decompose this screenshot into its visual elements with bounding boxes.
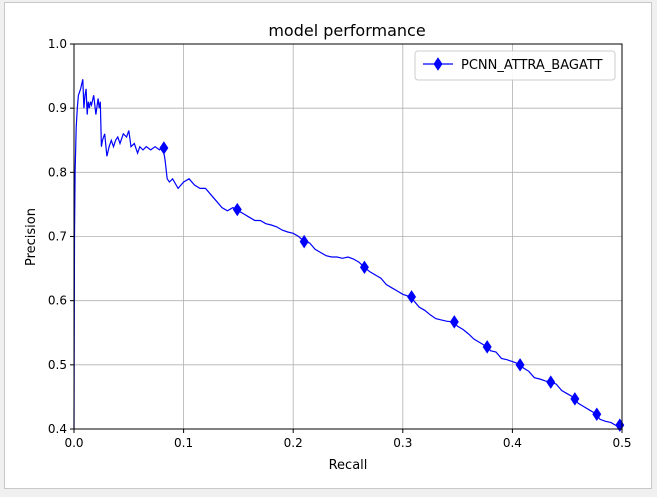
diamond-marker <box>592 407 602 421</box>
legend-diamond-marker <box>433 57 443 71</box>
diamond-marker <box>232 202 242 217</box>
chart-title: model performance <box>268 21 425 40</box>
diamond-marker <box>299 234 309 249</box>
diamond-marker <box>515 358 525 372</box>
y-tick-label: 0.4 <box>48 422 67 436</box>
x-tick-label: 0.2 <box>284 436 303 450</box>
x-tick-label: 0.3 <box>393 436 412 450</box>
x-tick-label: 0.5 <box>612 436 631 450</box>
diamond-marker <box>546 375 556 389</box>
diamond-marker <box>407 290 417 304</box>
series-layer <box>73 79 625 432</box>
legend-series-label: PCNN_ATTRA_BAGATT <box>461 58 603 73</box>
diamond-marker <box>570 392 580 406</box>
series-line <box>73 79 623 430</box>
x-tick-label: 0.4 <box>503 436 522 450</box>
pr-curve-chart: model performance 0.0 0.1 0.2 0.3 0.4 0.5 0.4… <box>24 21 632 473</box>
y-axis-label: Precision <box>24 208 39 266</box>
y-tick-label: 0.7 <box>48 230 67 244</box>
grid-lines <box>73 43 623 430</box>
figure-window: model performance 0.0 0.1 0.2 0.3 0.4 0.5 0.4… <box>4 2 652 489</box>
x-tick-label: 0.0 <box>64 436 83 450</box>
y-tick-label: 0.8 <box>48 165 67 179</box>
x-tick-label: 0.1 <box>174 436 193 450</box>
legend-box <box>414 50 616 81</box>
y-tick-label: 0.6 <box>48 294 67 308</box>
x-axis-label: Recall <box>329 458 368 473</box>
diamond-marker <box>449 315 459 329</box>
legend: PCNN_ATTRA_BAGATT <box>414 50 616 81</box>
x-axis-ticks: 0.0 0.1 0.2 0.3 0.4 0.5 <box>64 429 632 450</box>
y-tick-label: 1.0 <box>48 37 67 51</box>
diamond-marker <box>159 141 169 155</box>
y-tick-label: 0.9 <box>48 101 67 115</box>
diamond-marker <box>359 260 369 275</box>
y-tick-label: 0.5 <box>48 358 67 372</box>
diamond-marker <box>482 340 492 354</box>
y-axis-ticks: 0.4 0.5 0.6 0.7 0.8 0.9 1.0 <box>48 37 74 436</box>
